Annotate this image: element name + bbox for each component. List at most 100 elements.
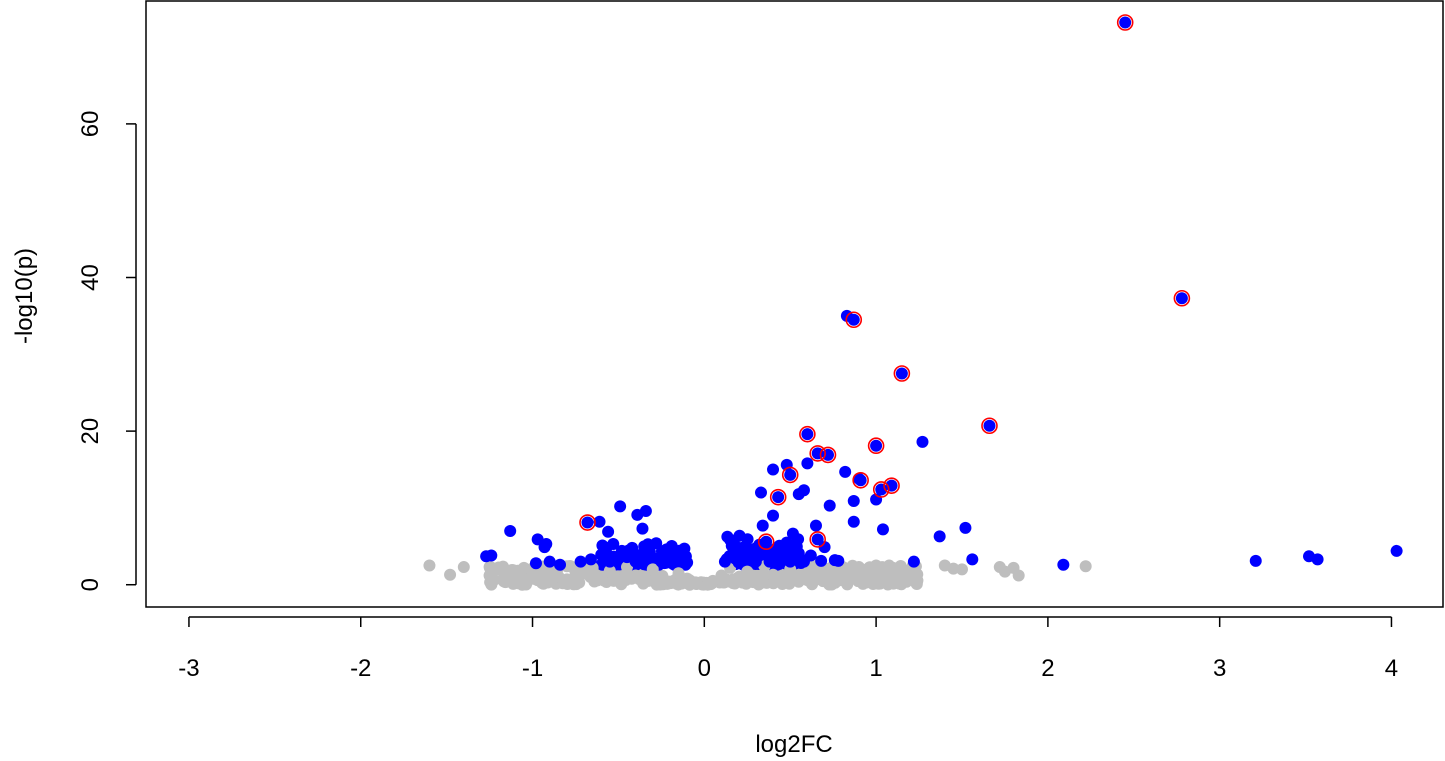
significant-point [847,495,860,508]
highlight-ring [781,466,799,484]
x-tick-label: -3 [178,655,199,682]
sig-cluster-point [786,527,799,540]
significant-point [614,500,627,513]
nonsignificant-point [947,562,960,575]
significant-point [959,521,972,534]
significant-point [756,519,769,532]
significant-point [626,541,639,554]
nonsignificant-point [612,574,625,587]
nonsignificant-point [1012,569,1025,582]
significant-point [504,524,517,537]
significant-point [966,553,979,566]
y-tick-label: 20 [77,418,104,445]
nonsignificant-point [638,573,651,586]
highlight-ring [981,417,998,435]
significant-point [895,367,908,380]
significant-point [584,553,597,566]
highlight-ring [799,425,816,443]
significant-point [763,555,776,568]
nonsignificant-point [904,564,917,577]
x-tick-label: 1 [869,655,882,682]
nonsignificant-point [603,564,616,577]
sig-cluster-point [721,530,734,543]
significant-point [983,419,996,432]
significant-point [655,555,668,568]
highlight-ring [819,446,837,464]
y-tick-label: 0 [77,578,104,591]
nonsignificant-point [457,561,470,574]
significant-point [529,557,542,570]
nonsignificant-point [552,570,565,583]
points-layer [423,14,1403,591]
significant-point [772,491,785,504]
x-tick-label: -2 [350,655,371,682]
nonsignificant-point [741,565,754,578]
significant-point [485,549,498,562]
significant-point [821,448,834,461]
nonsignificant-point [749,574,762,587]
nonsignificant-point [646,563,659,576]
highlight-ring [769,488,787,506]
significant-point [581,516,594,529]
nonsignificant-point [621,561,634,574]
nonsignificant-point [861,569,874,582]
significant-point [767,463,780,476]
significant-point [1311,553,1324,566]
significant-point [818,541,831,554]
sig-cluster-point [733,529,746,542]
nonsignificant-point [526,567,539,580]
significant-point [755,486,768,499]
nonsignificant-point [835,571,848,584]
highlight-ring [893,365,911,382]
nonsig-cloud-point [520,576,533,589]
x-tick-label: 2 [1041,655,1054,682]
significant-point [595,548,608,561]
significant-point [631,508,644,521]
y-tick-label: 60 [77,111,104,138]
significant-point [607,538,620,551]
nonsignificant-point [715,569,728,582]
highlight-ring [809,531,826,548]
highlight-ring [809,445,826,462]
nonsignificant-point [801,574,814,587]
significant-point [1057,558,1070,571]
significant-point [1119,16,1132,29]
highlight-ring [867,437,885,455]
nonsignificant-point [663,575,676,588]
highlight-ring [1116,14,1134,31]
significant-point [784,555,797,568]
nonsignificant-point [595,571,608,584]
significant-point [718,555,731,568]
nonsignificant-point [955,563,968,576]
significant-point [876,523,889,536]
nonsignificant-point [689,576,702,589]
nonsignificant-point [423,559,436,572]
highlight-ring [883,477,900,494]
significant-point [636,522,649,535]
significant-point [681,556,694,569]
significant-point [554,558,567,571]
significant-point [767,509,780,522]
highlight-ring [872,481,890,498]
highlight-ring [579,514,596,531]
significant-point [809,519,822,532]
x-tick-label: 3 [1213,655,1226,682]
significant-point [638,540,651,553]
significant-point [801,457,814,470]
nonsignificant-point [870,559,883,572]
significant-point [792,488,805,501]
significant-point [933,530,946,543]
significant-point [603,555,616,568]
nonsignificant-point [852,561,865,574]
plot-frame [145,0,1444,608]
highlight-ring [852,471,869,489]
y-tick-label: 40 [77,264,104,291]
significant-point [593,515,606,528]
highlight-ring [1173,289,1191,307]
significant-point [660,543,673,556]
significant-point [784,468,797,481]
nonsignificant-point [492,563,505,576]
significant-point [543,555,556,568]
